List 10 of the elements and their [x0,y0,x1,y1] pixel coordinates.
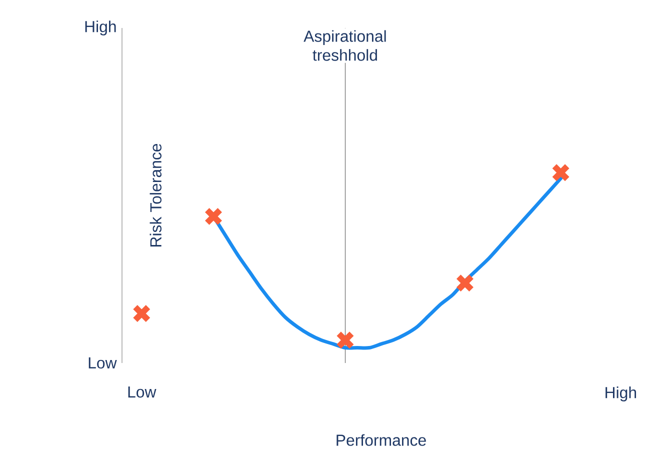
x-axis-title: Performance [336,434,426,446]
point [204,207,223,226]
text: High [85,20,116,36]
text: Aspirational treshhold [304,30,386,61]
text: Low [88,357,117,369]
y-axis-title: Risk Tolerance [150,144,162,246]
point [336,330,355,350]
point [456,274,474,292]
point [551,163,570,182]
point [132,304,152,323]
